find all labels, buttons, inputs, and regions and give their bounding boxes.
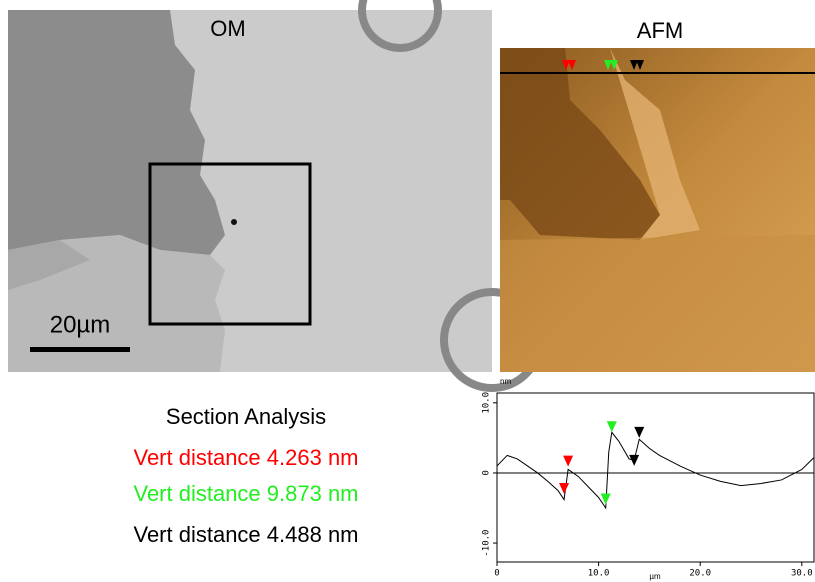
y-tick-label: 10.0 <box>482 392 492 414</box>
vert-distance: Vert distance 4.263 nm <box>133 445 358 470</box>
cursor-marker <box>634 427 644 438</box>
y-tick-label: 0 <box>482 470 492 475</box>
cursor-marker <box>629 455 639 466</box>
profile-chart: nm µm -10.0 0 10.0 0 10.0 20.0 30.0 <box>482 377 815 581</box>
x-unit: µm <box>649 572 661 581</box>
vert-distance: Vert distance 4.488 nm <box>133 522 358 547</box>
section-title: Section Analysis <box>166 404 326 429</box>
y-tick-label: -10.0 <box>482 530 492 557</box>
cursor-marker <box>559 483 569 494</box>
figure: 20µm OM AFM Section Analysis Vert distan… <box>0 0 815 582</box>
x-tick-label: 20.0 <box>689 569 711 579</box>
profile-line <box>497 432 814 508</box>
page: 20µm OM AFM Section Analysis Vert distan… <box>0 0 815 582</box>
om-label: OM <box>210 16 245 41</box>
section-lines: Vert distance 4.263 nm Vert distance 9.87… <box>133 445 358 547</box>
om-image: 20µm OM <box>8 0 540 388</box>
x-tick-label: 0 <box>494 569 499 579</box>
afm-label: AFM <box>637 18 683 43</box>
x-tick-label: 10.0 <box>588 569 610 579</box>
x-tick-label: 30.0 <box>791 569 813 579</box>
cursor-marker <box>607 421 617 432</box>
vert-distance: Vert distance 9.873 nm <box>133 481 358 506</box>
cursor-marker <box>563 456 573 467</box>
y-unit: nm <box>500 377 511 386</box>
scale-bar-label: 20µm <box>50 311 111 338</box>
afm-image: AFM <box>500 18 815 372</box>
